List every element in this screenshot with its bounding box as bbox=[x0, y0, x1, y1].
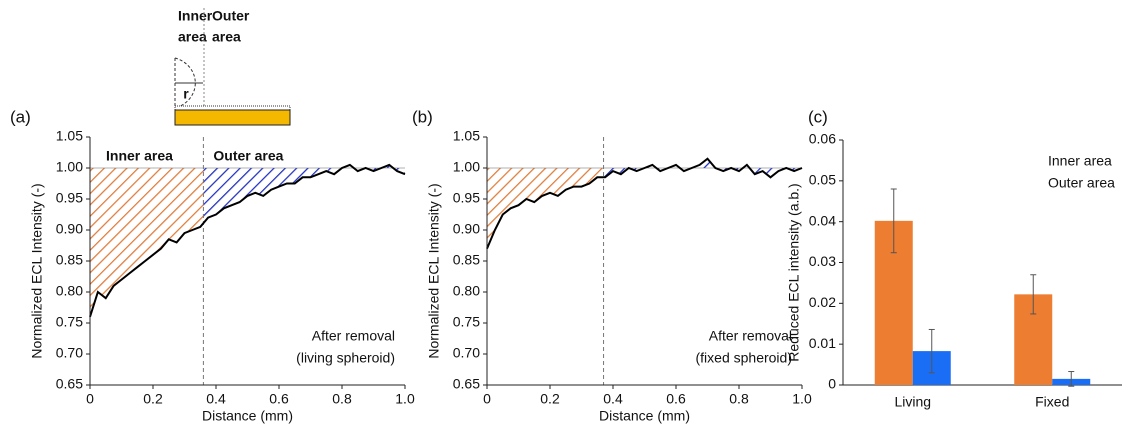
legend-entry: Outer area bbox=[1048, 175, 1115, 191]
y-tick-label: 1.05 bbox=[56, 128, 83, 144]
schematic-electrode bbox=[174, 109, 291, 126]
x-tick-label: 0.6 bbox=[666, 391, 686, 407]
y-tick-label: 1.05 bbox=[453, 128, 480, 144]
y-tick-label: 0.80 bbox=[56, 283, 83, 299]
y-tick-label: 0.02 bbox=[809, 294, 836, 310]
y-tick-label: 0.65 bbox=[56, 376, 83, 392]
data-line bbox=[89, 163, 406, 318]
region-label: Inner area bbox=[106, 148, 173, 164]
y-tick-label: 0 bbox=[828, 376, 836, 392]
x-tick-label: 0.2 bbox=[143, 391, 163, 407]
x-tick-label: 1.0 bbox=[792, 391, 812, 407]
x-axis-label: Distance (mm) bbox=[599, 408, 690, 424]
legend-entry: Inner area bbox=[1048, 153, 1112, 169]
schematic-radius-label: r bbox=[183, 86, 189, 102]
panel-label: (b) bbox=[412, 107, 433, 126]
y-tick-label: 0.95 bbox=[453, 190, 480, 206]
y-tick-label: 0.90 bbox=[453, 221, 480, 237]
y-tick-label: 0.04 bbox=[809, 212, 836, 228]
schematic-inner-label: area bbox=[178, 29, 207, 45]
y-tick-label: 0.70 bbox=[453, 345, 480, 361]
data-line bbox=[486, 157, 803, 249]
y-tick-label: 0.85 bbox=[453, 252, 480, 268]
x-tick-label: Fixed bbox=[1035, 394, 1069, 410]
x-tick-label: Living bbox=[894, 394, 931, 410]
x-tick-label: 0 bbox=[86, 391, 94, 407]
annotation: After removal bbox=[312, 328, 395, 344]
schematic-outer-label: Outer bbox=[212, 8, 250, 24]
schematic-layer bbox=[174, 105, 291, 111]
schematic: Inner area Outer area r bbox=[174, 8, 291, 126]
y-tick-label: 0.06 bbox=[809, 131, 836, 147]
x-tick-label: 0.6 bbox=[269, 391, 289, 407]
panel-label: (c) bbox=[808, 107, 828, 126]
y-axis-label: Normalized ECL Intensity (-) bbox=[29, 183, 45, 358]
region-label: Outer area bbox=[213, 148, 283, 164]
outer-hatch bbox=[203, 164, 405, 224]
y-tick-label: 0.70 bbox=[56, 345, 83, 361]
y-tick-label: 1.00 bbox=[453, 159, 480, 175]
x-tick-label: 0.8 bbox=[332, 391, 352, 407]
y-tick-label: 0.90 bbox=[56, 221, 83, 237]
x-tick-label: 1.0 bbox=[395, 391, 415, 407]
y-tick-label: 0.95 bbox=[56, 190, 83, 206]
x-tick-label: 0.2 bbox=[540, 391, 560, 407]
y-tick-label: 0.75 bbox=[453, 314, 480, 330]
y-axis-label: Reduced ECL intensity (a.b.) bbox=[786, 183, 802, 361]
y-tick-label: 0.05 bbox=[809, 172, 836, 188]
x-tick-label: 0.8 bbox=[729, 391, 749, 407]
annotation: (living spheroid) bbox=[296, 350, 395, 366]
x-axis-label: Distance (mm) bbox=[202, 408, 293, 424]
y-tick-label: 0.03 bbox=[809, 253, 836, 269]
x-tick-label: 0 bbox=[483, 391, 491, 407]
y-tick-label: 0.75 bbox=[56, 314, 83, 330]
annotation: After removal bbox=[709, 328, 792, 344]
y-tick-label: 0.01 bbox=[809, 335, 836, 351]
x-tick-label: 0.4 bbox=[603, 391, 623, 407]
inner-hatch bbox=[487, 168, 604, 249]
y-tick-label: 1.00 bbox=[56, 159, 83, 175]
x-tick-label: 0.4 bbox=[206, 391, 226, 407]
annotation: (fixed spheroid) bbox=[696, 350, 793, 366]
inner-hatch bbox=[90, 168, 204, 317]
panel-label: (a) bbox=[10, 107, 31, 126]
y-tick-label: 0.80 bbox=[453, 283, 480, 299]
y-tick-label: 0.65 bbox=[453, 376, 480, 392]
y-tick-label: 0.85 bbox=[56, 252, 83, 268]
schematic-inner-label: Inner bbox=[178, 8, 213, 24]
y-axis-label: Normalized ECL Intensity (-) bbox=[426, 183, 442, 358]
schematic-outer-label: area bbox=[212, 29, 241, 45]
